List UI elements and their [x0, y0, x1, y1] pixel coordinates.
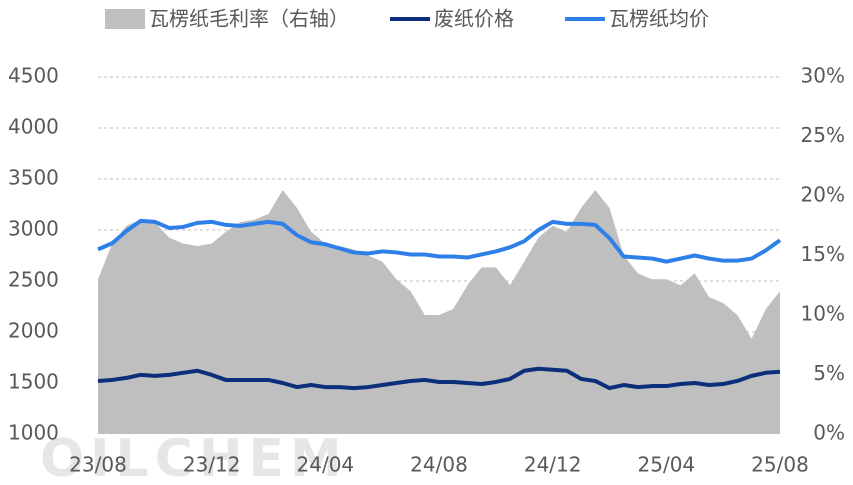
x-tick-label: 24/08 [410, 453, 468, 477]
x-tick-label: 25/08 [751, 453, 809, 477]
y2-tick-label: 10% [801, 302, 845, 326]
y-tick-label: 2000 [8, 319, 59, 343]
y2-tick-label: 30% [801, 64, 845, 88]
y-tick-label: 1500 [8, 370, 59, 394]
y-tick-label: 4000 [8, 115, 59, 139]
y2-tick-label: 20% [801, 183, 845, 207]
y2-tick-label: 0% [813, 421, 845, 445]
y-tick-label: 4500 [8, 64, 59, 88]
x-tick-label: 23/08 [69, 453, 127, 477]
legend-label: 瓦楞纸毛利率（右轴） [149, 7, 349, 31]
legend-item: 瓦楞纸毛利率（右轴） [105, 7, 349, 31]
y2-tick-label: 15% [801, 242, 845, 266]
y2-tick-label: 25% [801, 123, 845, 147]
line [97, 218, 782, 264]
legend-swatch [105, 9, 145, 29]
x-tick-label: 25/04 [638, 453, 696, 477]
y-tick-label: 1000 [8, 421, 59, 445]
x-tick-label: 23/12 [183, 453, 241, 477]
area [98, 190, 780, 434]
y2-tick-label: 5% [813, 361, 845, 385]
legend-label: 瓦楞纸均价 [609, 7, 709, 31]
legend-item: 废纸价格 [390, 7, 514, 31]
legend-item: 瓦楞纸均价 [565, 7, 709, 31]
y-tick-label: 3500 [8, 166, 59, 190]
y-tick-label: 3000 [8, 217, 59, 241]
y-tick-label: 2500 [8, 268, 59, 292]
x-tick-label: 24/12 [524, 453, 582, 477]
x-tick-label: 24/04 [297, 453, 355, 477]
line [97, 366, 781, 391]
watermark: OILCHEM [40, 429, 348, 485]
legend-label: 废纸价格 [434, 7, 514, 31]
